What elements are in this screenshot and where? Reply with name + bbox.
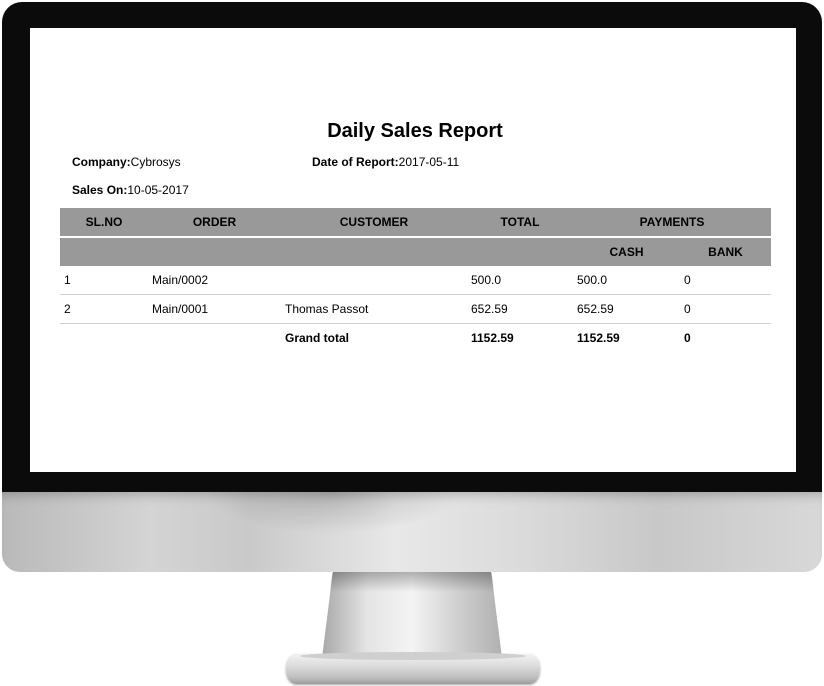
cell-empty (60, 324, 148, 353)
table-row: 2 Main/0001 Thomas Passot 652.59 652.59 … (60, 294, 771, 324)
header-slno: SL.NO (60, 208, 148, 237)
header-customer: CUSTOMER (281, 208, 467, 237)
subheader-empty (148, 236, 281, 266)
sales-on-value: 10-05-2017 (127, 183, 189, 197)
header-order: ORDER (148, 208, 281, 237)
cell-total: 652.59 (467, 294, 573, 324)
table-row: 1 Main/0002 500.0 500.0 0 (60, 266, 771, 295)
header-total: TOTAL (467, 208, 573, 237)
cell-empty (148, 324, 281, 353)
screen: Daily Sales Report Company:Cybrosys Date… (30, 28, 796, 472)
monitor-stand-base-top (300, 652, 526, 660)
subheader-empty (60, 236, 148, 266)
grand-total-value: 1152.59 (471, 331, 514, 345)
cell-cash: 500.0 (573, 266, 680, 295)
cell-order: Main/0001 (148, 294, 281, 324)
cell-bank: 0 (680, 266, 771, 295)
monitor-chin (2, 492, 822, 572)
grand-total-cash: 1152.59 (577, 331, 620, 345)
cell-bank: 0 (680, 294, 771, 324)
grand-total-row: Grand total 1152.59 1152.59 0 (60, 324, 771, 353)
cell-customer (281, 266, 467, 295)
sales-on-info: Sales On:10-05-2017 (72, 183, 189, 197)
company-info: Company:Cybrosys (72, 155, 181, 169)
cell-order: Main/0002 (148, 266, 281, 295)
report-date-value: 2017-05-11 (398, 155, 460, 169)
cell-total: 500.0 (467, 266, 573, 295)
cell-cash: 652.59 (573, 294, 680, 324)
report-title: Daily Sales Report (327, 120, 503, 142)
table-subheader-row: CASH BANK (60, 236, 771, 266)
monitor-stand-neck (322, 572, 502, 658)
header-cash: CASH (573, 236, 680, 266)
table-header-row: SL.NO ORDER CUSTOMER TOTAL PAYMENTS (60, 208, 771, 237)
stand-neck-shadow (329, 572, 495, 592)
sales-table: SL.NO ORDER CUSTOMER TOTAL PAYMENTS CASH… (60, 208, 771, 352)
grand-total-bank: 0 (684, 331, 691, 345)
header-payments: PAYMENTS (573, 208, 771, 237)
cell-customer: Thomas Passot (281, 294, 467, 324)
subheader-empty (281, 236, 467, 266)
cell-slno: 2 (60, 294, 148, 324)
subheader-empty (467, 236, 573, 266)
report-date-label: Date of Report: (312, 155, 399, 169)
sales-on-label: Sales On: (72, 183, 128, 197)
company-label: Company: (72, 155, 131, 169)
report-date-info: Date of Report:2017-05-11 (312, 155, 459, 169)
cell-slno: 1 (60, 266, 148, 295)
company-value: Cybrosys (130, 155, 181, 169)
header-bank: BANK (680, 236, 771, 266)
grand-total-label: Grand total (285, 331, 350, 345)
